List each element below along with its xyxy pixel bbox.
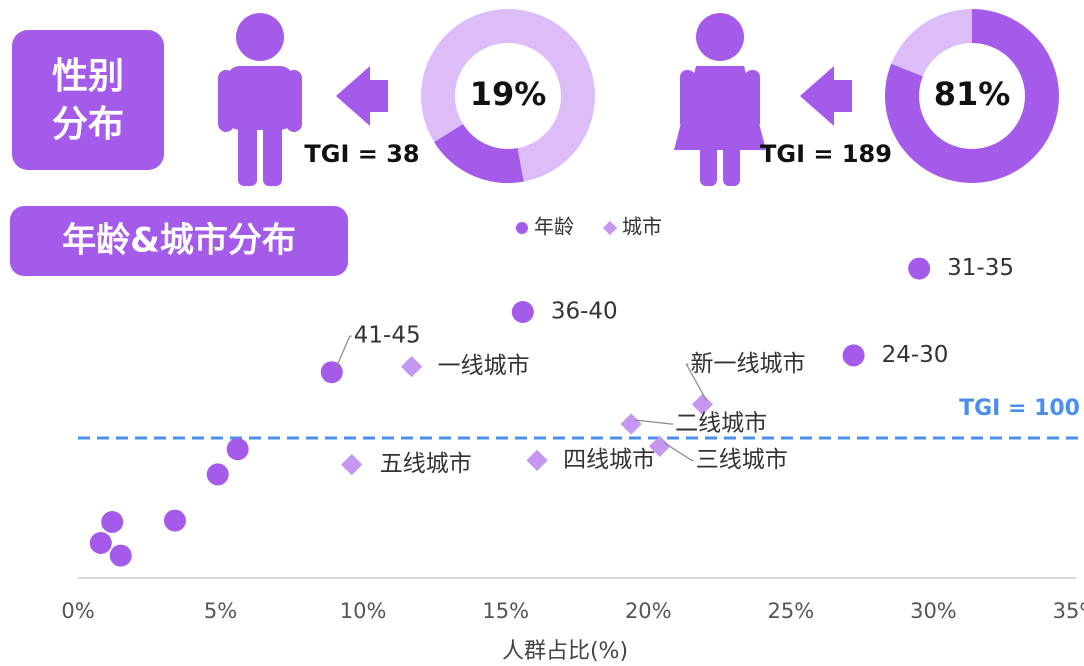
point-label: 31-35	[947, 255, 1014, 281]
female-icon	[674, 13, 766, 186]
age-city-title-box	[10, 206, 348, 276]
age-point	[163, 509, 186, 532]
x-tick-label: 10%	[340, 599, 387, 623]
x-axis-label: 人群占比(%)	[502, 639, 628, 664]
age-point	[89, 532, 112, 554]
point-label: 36-40	[551, 299, 618, 325]
age-point	[842, 344, 865, 367]
arrow	[336, 66, 388, 126]
city-point	[526, 449, 548, 472]
age-point	[511, 301, 534, 323]
point-label: 一线城市	[438, 353, 530, 379]
point-label: 五线城市	[380, 451, 472, 477]
legend-label: 年龄	[534, 215, 574, 239]
age-point	[101, 511, 124, 533]
reference-label: TGI = 100	[959, 396, 1080, 421]
point-label: 41-45	[354, 323, 421, 349]
city-point	[649, 435, 671, 458]
age-point	[109, 544, 132, 567]
city-point	[401, 355, 423, 378]
leader-line	[335, 335, 352, 369]
x-tick-label: 35%	[1053, 599, 1084, 623]
gender-title: 性别	[52, 56, 124, 97]
x-tick-label: 15%	[482, 599, 529, 623]
point-label: 二线城市	[675, 411, 767, 437]
point-label: 三线城市	[696, 447, 788, 473]
leader-line	[685, 363, 707, 401]
point-label: 新一线城市	[690, 351, 805, 377]
legend-marker	[602, 220, 618, 236]
age-point	[908, 257, 931, 280]
city-point	[620, 413, 642, 435]
age-city-title: 年龄&城市分布	[62, 221, 296, 261]
x-tick-label: 30%	[910, 599, 957, 623]
leader-line	[635, 419, 674, 425]
x-tick-label: 20%	[625, 599, 672, 623]
legend-marker	[516, 222, 528, 234]
donut-label: 81%	[934, 75, 1011, 113]
x-tick-label: 5%	[204, 599, 237, 623]
tgi-label: TGI = 38	[304, 140, 419, 168]
gender-title-box	[12, 30, 164, 170]
gender-title: 分布	[52, 104, 124, 145]
x-tick-label: 0%	[61, 599, 94, 623]
age-point	[226, 438, 249, 461]
age-point	[206, 463, 229, 486]
x-tick-label: 25%	[768, 599, 815, 623]
donut-arc	[885, 9, 1059, 183]
leader-line	[663, 441, 694, 461]
city-point	[691, 393, 714, 416]
point-label: 24-30	[882, 342, 949, 368]
city-point	[341, 453, 363, 476]
tgi-label: TGI = 189	[760, 140, 892, 168]
male-icon	[218, 13, 302, 186]
donut-label: 19%	[470, 75, 547, 113]
legend-label: 城市	[622, 215, 662, 239]
age-point	[320, 361, 343, 384]
point-label: 四线城市	[563, 447, 655, 473]
arrow	[800, 66, 852, 126]
